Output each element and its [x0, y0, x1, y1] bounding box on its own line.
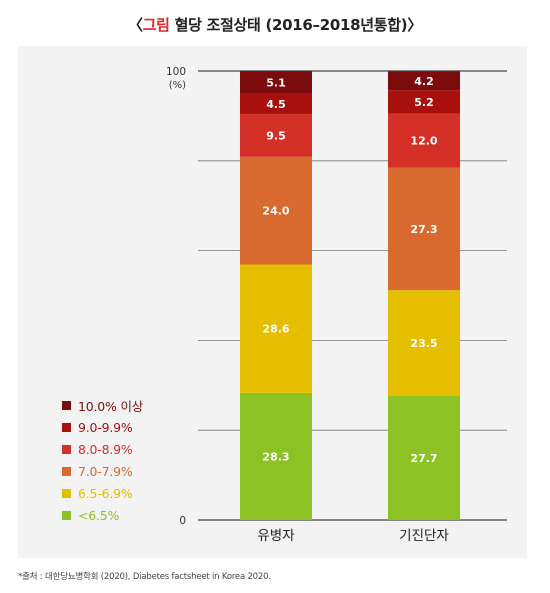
bar-segment: [388, 167, 460, 291]
bar-segment: [388, 395, 460, 520]
legend-label: <6.5%: [78, 507, 120, 523]
legend-item: 10.0% 이상: [62, 396, 143, 414]
data-label: 5.1: [266, 76, 286, 89]
legend-item: <6.5%: [62, 506, 143, 524]
y-tick-label: 0: [179, 515, 186, 527]
legend-swatch: [62, 510, 71, 520]
bar-segment: [240, 156, 312, 265]
y-unit-label: (%): [169, 80, 186, 91]
legend-swatch: [62, 488, 71, 498]
legend-swatch: [62, 444, 71, 454]
category-label: 유병자: [257, 528, 295, 544]
legend-label: 6.5-6.9%: [78, 485, 133, 501]
bar-segment: [240, 71, 312, 94]
bar-segment: [388, 290, 460, 396]
data-label: 4.2: [414, 75, 434, 88]
legend-label: 10.0% 이상: [78, 398, 144, 414]
legend-swatch: [62, 422, 71, 432]
legend-swatch: [62, 400, 71, 410]
bar-segment: [388, 71, 460, 91]
data-label: 23.5: [410, 337, 437, 350]
data-label: 27.7: [410, 452, 437, 465]
data-label: 9.5: [266, 129, 286, 142]
data-label: 24.0: [262, 205, 289, 218]
bar-segment: [240, 93, 312, 115]
footnote: *출처 : 대한당뇨병학회 (2020), Diabetes factsheet…: [18, 572, 271, 582]
legend: 10.0% 이상 9.0-9.9% 8.0-8.9% 7.0-7.9% 6.5-6.9%…: [62, 396, 143, 528]
y-tick-label: 100: [166, 66, 186, 78]
data-label: 28.3: [262, 450, 289, 463]
chart-title: 〈그림 혈당 조절상태 (2016–2018년통합)〉: [0, 14, 550, 35]
data-label: 12.0: [410, 135, 437, 148]
title-prefix: 〈: [127, 16, 143, 34]
legend-item: 9.0-9.9%: [62, 418, 143, 436]
legend-item: 8.0-8.9%: [62, 440, 143, 458]
title-highlight: 그림: [142, 16, 170, 34]
data-label: 28.6: [262, 323, 289, 336]
bar-segment: [388, 113, 460, 168]
title-rest: 혈당 조절상태 (2016–2018년통합)〉: [169, 16, 423, 34]
data-label: 5.2: [414, 96, 434, 109]
bar-segment: [240, 264, 312, 393]
bar-segment: [388, 90, 460, 114]
category-label: 기진단자: [399, 528, 449, 544]
data-label: 27.3: [410, 223, 437, 236]
legend-item: 7.0-7.9%: [62, 462, 143, 480]
legend-item: 6.5-6.9%: [62, 484, 143, 502]
legend-label: 7.0-7.9%: [78, 463, 133, 479]
bar-segment: [240, 114, 312, 157]
legend-label: 9.0-9.9%: [78, 419, 133, 435]
legend-label: 8.0-8.9%: [78, 441, 133, 457]
legend-swatch: [62, 466, 71, 476]
data-label: 4.5: [266, 98, 286, 111]
bar-segment: [240, 392, 312, 520]
